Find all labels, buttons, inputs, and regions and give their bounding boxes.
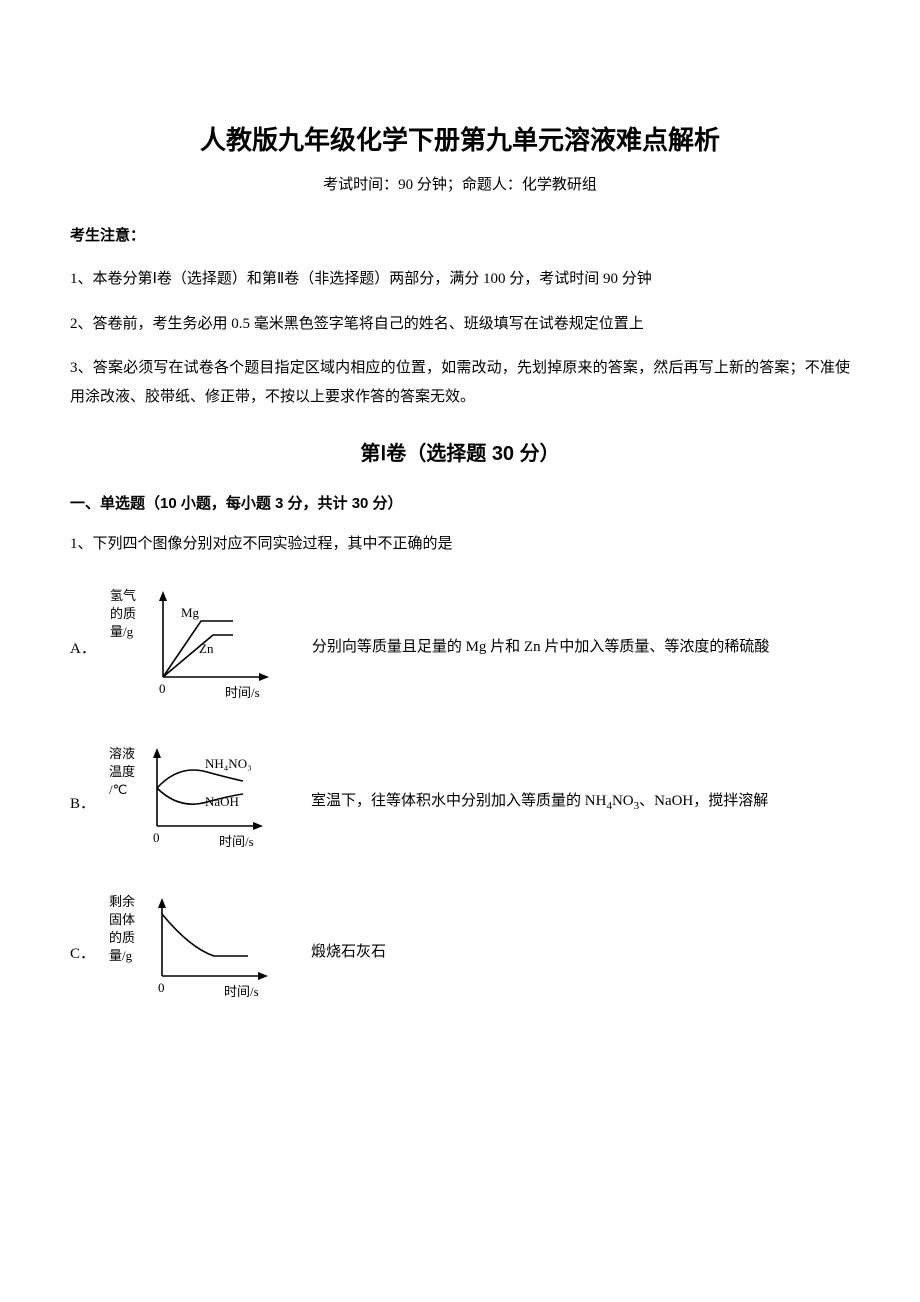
option-b-chart: NH₄NO₃ NaOH 0 时间/s 溶液 温度 /℃: [107, 742, 287, 862]
option-b-label: B．: [70, 792, 95, 813]
chart-b-ylabel-1: 溶液: [109, 746, 135, 761]
chart-a-ylabel-2: 的质: [110, 606, 136, 621]
option-b-text: 室温下，往等体积水中分别加入等质量的 NH4NO3、NaOH，搅拌溶解: [311, 789, 768, 816]
chart-a-origin: 0: [159, 681, 166, 696]
option-a-text: 分别向等质量且足量的 Mg 片和 Zn 片中加入等质量、等浓度的稀硫酸: [312, 635, 770, 659]
chart-a-ylabel-3: 量/g: [110, 624, 134, 639]
option-c-chart: 0 时间/s 剩余 固体 的质 量/g: [107, 892, 287, 1012]
chart-c-xlabel: 时间/s: [224, 984, 259, 999]
option-b-row: B． NH₄NO₃ NaOH 0 时间/s 溶液 温度 /℃ 室温下，往等体积水…: [70, 742, 850, 862]
chart-a-ylabel-1: 氢气: [110, 588, 136, 603]
chart-b-series-naoh: NaOH: [205, 794, 239, 809]
chart-b-xlabel: 时间/s: [219, 834, 254, 849]
option-c-row: C． 0 时间/s 剩余 固体 的质 量/g 煅烧石灰石: [70, 892, 850, 1012]
subtitle: 考试时间：90 分钟；命题人：化学教研组: [70, 173, 850, 194]
instruction-1: 1、本卷分第Ⅰ卷（选择题）和第Ⅱ卷（非选择题）两部分，满分 100 分，考试时间…: [70, 265, 850, 294]
chart-c-ylabel-2: 固体: [109, 912, 135, 927]
chart-b-ylabel-3: /℃: [109, 782, 127, 797]
instruction-3: 3、答案必须写在试卷各个题目指定区域内相应的位置，如需改动，先划掉原来的答案，然…: [70, 354, 850, 411]
option-c-text: 煅烧石灰石: [311, 940, 386, 964]
chart-b-ylabel-2: 温度: [109, 764, 135, 779]
chart-c-origin: 0: [158, 980, 165, 995]
chart-a-series-mg: Mg: [181, 605, 200, 620]
question-1: 1、下列四个图像分别对应不同实验过程，其中不正确的是: [70, 531, 850, 558]
chart-b-origin: 0: [153, 830, 160, 845]
section-heading: 第Ⅰ卷（选择题 30 分）: [70, 437, 850, 466]
page-title: 人教版九年级化学下册第九单元溶液难点解析: [70, 120, 850, 157]
option-a-chart: Mg Zn 0 时间/s 氢气 的质 量/g: [108, 582, 288, 712]
chart-c-ylabel-3: 的质: [109, 930, 135, 945]
chart-a-series-zn: Zn: [199, 641, 214, 656]
chart-b-series-nh4no3: NH₄NO₃: [205, 756, 252, 771]
chart-c-ylabel-1: 剩余: [109, 894, 135, 909]
notice-heading: 考生注意：: [70, 224, 850, 245]
chart-a-xlabel: 时间/s: [225, 685, 260, 700]
chart-c-ylabel-4: 量/g: [109, 948, 133, 963]
option-c-label: C．: [70, 942, 95, 963]
option-a-row: A． Mg Zn 0 时间/s 氢气 的质 量/g 分别向等质量且足量的 Mg …: [70, 582, 850, 712]
instruction-2: 2、答卷前，考生务必用 0.5 毫米黑色签字笔将自己的姓名、班级填写在试卷规定位…: [70, 310, 850, 339]
subsection-heading: 一、单选题（10 小题，每小题 3 分，共计 30 分）: [70, 492, 850, 513]
option-a-label: A．: [70, 637, 96, 658]
